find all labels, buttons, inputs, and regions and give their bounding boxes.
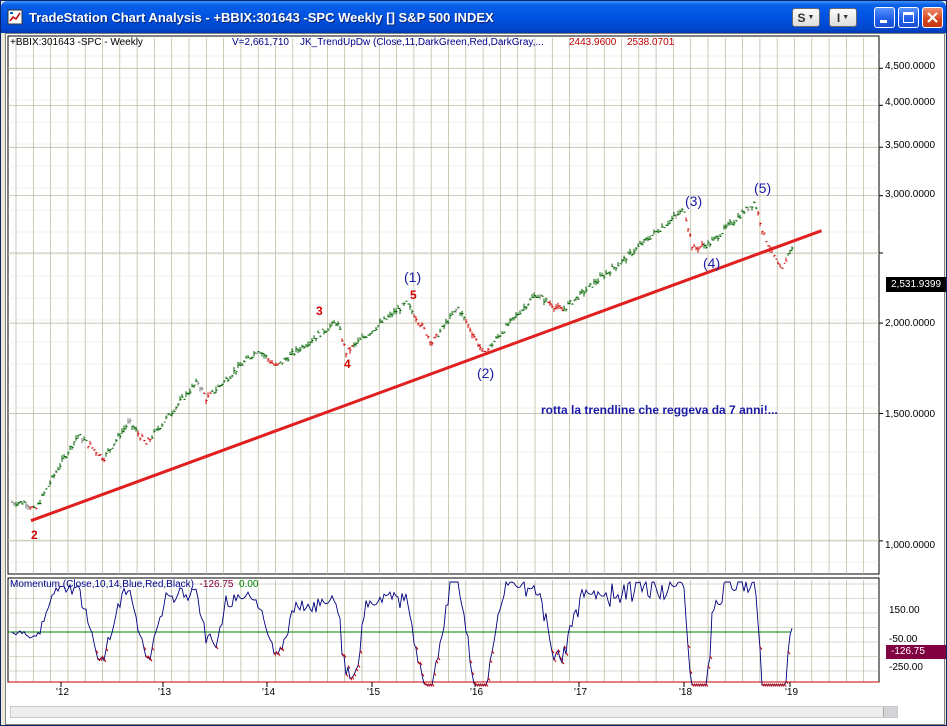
momentum-line — [11, 580, 793, 686]
x-axis-label: '17 — [574, 687, 588, 698]
wave-label-3: (3) — [685, 193, 703, 209]
x-axis-label: '13 — [158, 687, 172, 698]
momentum-label: Momentum (Close,10,14,Blue,Red,Black) — [10, 579, 194, 590]
price-axis-label: 3,500.0000 — [885, 140, 936, 151]
momentum-axis-label: -50.00 — [889, 634, 918, 645]
x-axis-label: '16 — [470, 687, 484, 698]
minimize-icon — [880, 20, 887, 23]
scrollbar-thumb[interactable] — [883, 707, 897, 717]
x-axis-label: '15 — [367, 687, 381, 698]
price-axis-label: 4,000.0000 — [885, 97, 936, 108]
momentum-last-tag: -126.75 — [886, 645, 946, 659]
chart-area[interactable]: +BBIX:301643 -SPC - Weekly V=2,661,710 J… — [5, 33, 946, 725]
price-axis-label: 4,500.0000 — [885, 61, 936, 72]
wave-red-3: 3 — [316, 304, 323, 318]
x-axis-label: '18 — [679, 687, 693, 698]
momentum-negative-segments — [95, 644, 791, 687]
momentum-axis-label: 150.00 — [889, 605, 920, 616]
wave-label-5: (5) — [754, 180, 772, 196]
x-axis-label: '19 — [785, 687, 799, 698]
momentum-axis-label: -250.00 — [889, 662, 923, 673]
price-axis-label: 2,000.0000 — [885, 318, 936, 329]
window-title: TradeStation Chart Analysis - +BBIX:3016… — [29, 10, 494, 25]
momentum-header: Momentum (Close,10,14,Blue,Red,Black) -1… — [10, 579, 259, 590]
wave-label-1: (1) — [404, 269, 422, 285]
price-axis-label: 1,000.0000 — [885, 540, 936, 551]
price-pane-frame — [7, 35, 880, 575]
symbol-header: +BBIX:301643 -SPC - Weekly — [10, 37, 143, 48]
wave-label-2: (2) — [477, 365, 495, 381]
price-axis-label: 3,000.0000 — [885, 189, 936, 200]
wave-red-5: 5 — [410, 288, 417, 302]
momentum-zero: 0.00 — [239, 579, 259, 590]
trendline-note: rotta la trendline che reggeva da 7 anni… — [541, 403, 778, 417]
x-axis-label: '12 — [56, 687, 70, 698]
close-icon — [927, 12, 938, 23]
indicator-menu-button[interactable]: I ▼ — [829, 8, 857, 27]
tradestation-app-icon — [7, 9, 23, 25]
symbol-menu-button[interactable]: S ▼ — [792, 8, 820, 27]
close-button[interactable] — [922, 7, 943, 28]
momentum-value: -126.75 — [199, 579, 234, 590]
indicator-value-1: 2443.9600 — [569, 37, 617, 48]
indicator-header: JK_TrendUpDw (Close,11,DarkGreen,Red,Dar… — [300, 37, 544, 48]
minimize-button[interactable] — [874, 7, 895, 28]
price-axis-label: 1,500.0000 — [885, 409, 936, 420]
volume-header: V=2,661,710 — [232, 37, 289, 48]
maximize-icon — [903, 12, 914, 23]
trendline — [30, 229, 823, 523]
maximize-button[interactable] — [898, 7, 919, 28]
x-axis-label: '14 — [262, 687, 276, 698]
wave-label-4: (4) — [703, 255, 721, 271]
horizontal-scrollbar[interactable] — [10, 706, 898, 718]
title-bar[interactable]: TradeStation Chart Analysis - +BBIX:3016… — [1, 1, 946, 33]
last-price-tag: 2,531.9399 — [886, 277, 946, 292]
price-chart-svg[interactable] — [6, 34, 944, 724]
wave-red-2: 2 — [31, 528, 38, 542]
indicator-value-2: 2538.0701 — [627, 37, 675, 48]
wave-red-4: 4 — [344, 357, 351, 371]
